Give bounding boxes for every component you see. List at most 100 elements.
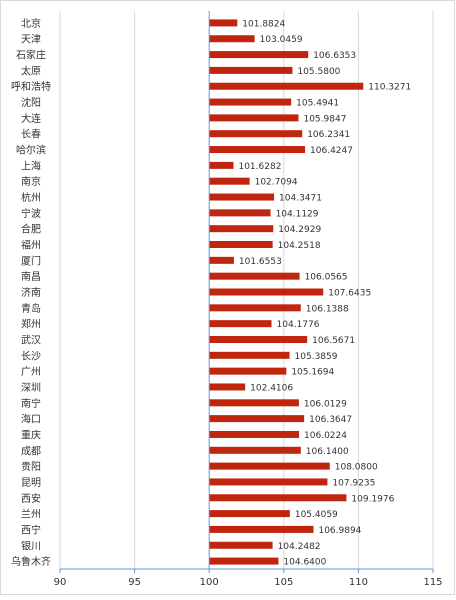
- data-label: 106.0224: [304, 431, 347, 441]
- bar: [209, 146, 306, 154]
- bar: [209, 225, 274, 233]
- category-label: 重庆: [21, 428, 41, 441]
- data-label: 105.3859: [295, 352, 338, 362]
- data-label: 106.1400: [306, 447, 349, 457]
- category-label: 厦门: [21, 254, 41, 267]
- data-label: 106.0129: [304, 399, 347, 409]
- data-label: 106.9894: [318, 526, 361, 536]
- data-label: 101.6282: [238, 162, 281, 172]
- bar: [209, 241, 273, 249]
- data-label: 104.6400: [283, 558, 326, 568]
- bar: [209, 367, 287, 375]
- data-label: 105.1694: [291, 368, 334, 378]
- category-labels: 北京天津石家庄太原呼和浩特沈阳大连长春哈尔滨上海南京杭州宁波合肥福州厦门南昌济南…: [11, 17, 51, 568]
- data-label: 104.2482: [278, 542, 321, 552]
- bar: [209, 82, 364, 90]
- data-label: 105.5800: [297, 67, 340, 77]
- category-label: 长春: [21, 129, 41, 141]
- category-label: 海口: [21, 413, 41, 426]
- bar: [209, 161, 234, 169]
- data-label: 102.7094: [255, 178, 298, 188]
- bar: [209, 494, 347, 502]
- category-label: 广州: [21, 366, 41, 378]
- category-label: 济南: [21, 286, 41, 299]
- bar: [209, 415, 305, 423]
- bars: [209, 19, 364, 565]
- x-tick-label: 100: [200, 577, 219, 588]
- bar: [209, 478, 328, 486]
- category-label: 呼和浩特: [11, 81, 51, 93]
- bar: [209, 462, 330, 470]
- x-tick-label: 115: [423, 577, 442, 588]
- category-label: 哈尔滨: [16, 144, 46, 157]
- bar: [209, 114, 299, 122]
- bar: [209, 51, 309, 59]
- category-label: 武汉: [21, 333, 41, 346]
- bar: [209, 256, 234, 264]
- data-label: 106.2341: [307, 130, 350, 140]
- data-label: 105.4941: [296, 99, 339, 109]
- data-label: 110.3271: [368, 83, 411, 93]
- category-label: 西安: [21, 492, 41, 505]
- data-label: 101.6553: [239, 257, 282, 267]
- category-label: 郑州: [21, 318, 41, 331]
- category-label: 杭州: [21, 191, 41, 204]
- bar: [209, 525, 314, 533]
- x-tick-label: 110: [349, 577, 368, 588]
- category-label: 太原: [21, 64, 41, 77]
- data-label: 108.0800: [335, 463, 378, 473]
- data-labels: 101.8824 103.0459 106.6353 105.5800 110.3271…: [238, 19, 411, 567]
- category-label: 深圳: [21, 382, 41, 394]
- axes: [59, 11, 434, 573]
- category-label: 兰州: [21, 508, 41, 521]
- bar: [209, 557, 279, 565]
- data-label: 104.2518: [278, 241, 321, 251]
- category-label: 福州: [21, 239, 41, 252]
- category-label: 贵阳: [21, 460, 41, 473]
- category-label: 宁波: [21, 207, 41, 220]
- data-label: 103.0459: [260, 35, 303, 45]
- bar: [209, 510, 290, 518]
- bar: [209, 541, 273, 549]
- bar: [209, 351, 290, 359]
- category-label: 长沙: [21, 350, 41, 362]
- bar: [209, 383, 246, 391]
- data-label: 106.4247: [310, 146, 353, 156]
- data-label: 109.1976: [351, 494, 394, 504]
- data-label: 106.5671: [312, 336, 355, 346]
- category-label: 昆明: [21, 477, 41, 489]
- category-label: 天津: [21, 34, 41, 46]
- bar: [209, 335, 308, 343]
- bar: [209, 35, 255, 43]
- category-label: 北京: [21, 17, 41, 30]
- bar: [209, 130, 303, 138]
- category-label: 成都: [21, 445, 41, 457]
- data-label: 107.9235: [332, 478, 375, 488]
- category-label: 大连: [21, 112, 41, 125]
- x-tick-label: 95: [128, 577, 141, 588]
- bar: [209, 177, 250, 185]
- bar: [209, 19, 238, 27]
- category-label: 沈阳: [21, 96, 41, 109]
- bar: [209, 304, 301, 312]
- data-label: 106.3647: [309, 415, 352, 425]
- category-label: 南昌: [21, 270, 41, 283]
- data-label: 104.1776: [277, 320, 320, 330]
- data-label: 101.8824: [242, 19, 285, 29]
- bar: [209, 98, 292, 106]
- data-label: 104.2929: [278, 225, 321, 235]
- data-label: 107.6435: [328, 289, 371, 299]
- bar: [209, 272, 300, 280]
- category-label: 银川: [21, 539, 41, 552]
- data-label: 104.1129: [276, 209, 319, 219]
- data-label: 104.3471: [279, 194, 322, 204]
- category-label: 乌鲁木齐: [11, 555, 51, 568]
- bar: [209, 209, 271, 217]
- data-label: 106.1388: [306, 304, 349, 314]
- data-label: 106.0565: [305, 273, 348, 283]
- x-tick-label: 105: [274, 577, 293, 588]
- bar: [209, 66, 293, 74]
- x-tick-label: 90: [54, 577, 67, 588]
